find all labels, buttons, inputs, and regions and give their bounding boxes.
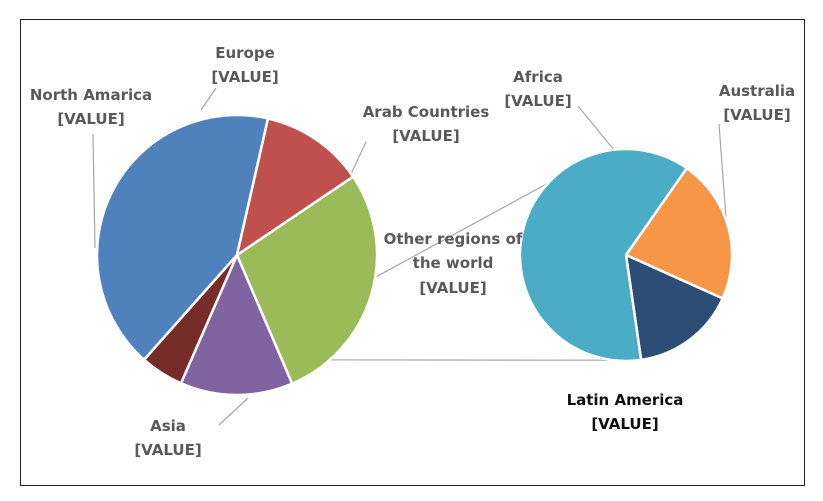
leader-lines	[92, 87, 727, 426]
pie-slice-europe	[235, 174, 379, 386]
data-label-africa-name: Africa	[513, 68, 563, 86]
data-label-europe-name: Europe	[215, 44, 275, 62]
secondary-pie	[518, 147, 734, 363]
pie-slice-north-amarica	[235, 116, 355, 258]
primary-pie	[95, 113, 379, 397]
data-label-other-regions-of-the-world-name: Other regions of	[384, 230, 523, 248]
data-label-arab-countries-name: Arab Countries	[363, 103, 490, 121]
pie-slice-asia	[95, 113, 270, 362]
leader-line-arab-countries	[349, 141, 367, 177]
data-label-latin-america-value: [VALUE]	[591, 415, 658, 433]
leader-line-africa	[577, 105, 615, 151]
leader-line-australia	[718, 123, 727, 219]
data-label-other-regions-of-the-world-value: [VALUE]	[419, 279, 486, 297]
leader-line-europe	[200, 87, 217, 111]
pie-slice-arab-countries	[179, 251, 294, 397]
data-label-arab-countries-value: [VALUE]	[392, 127, 459, 145]
data-label-north-amarica-name: North Amarica	[30, 86, 152, 104]
data-label-europe-value: [VALUE]	[211, 68, 278, 86]
pie-slice-australia	[624, 252, 725, 362]
data-label-asia-name: Asia	[150, 417, 186, 435]
leader-line-asia	[218, 397, 249, 426]
data-label-asia-value: [VALUE]	[134, 441, 201, 459]
data-label-australia-name: Australia	[719, 82, 795, 100]
data-labels: Europe [VALUE] Arab Countries [VALUE] Other …	[30, 44, 795, 459]
data-label-other-regions-of-the-world-name: the world	[413, 254, 494, 272]
data-label-australia-value: [VALUE]	[723, 106, 790, 124]
leader-line-north-amarica	[92, 133, 96, 249]
pie-slice-latin-america	[518, 147, 689, 363]
data-label-africa-value: [VALUE]	[504, 92, 571, 110]
data-label-latin-america-name: Latin America	[567, 391, 684, 409]
data-label-north-amarica-value: [VALUE]	[57, 110, 124, 128]
